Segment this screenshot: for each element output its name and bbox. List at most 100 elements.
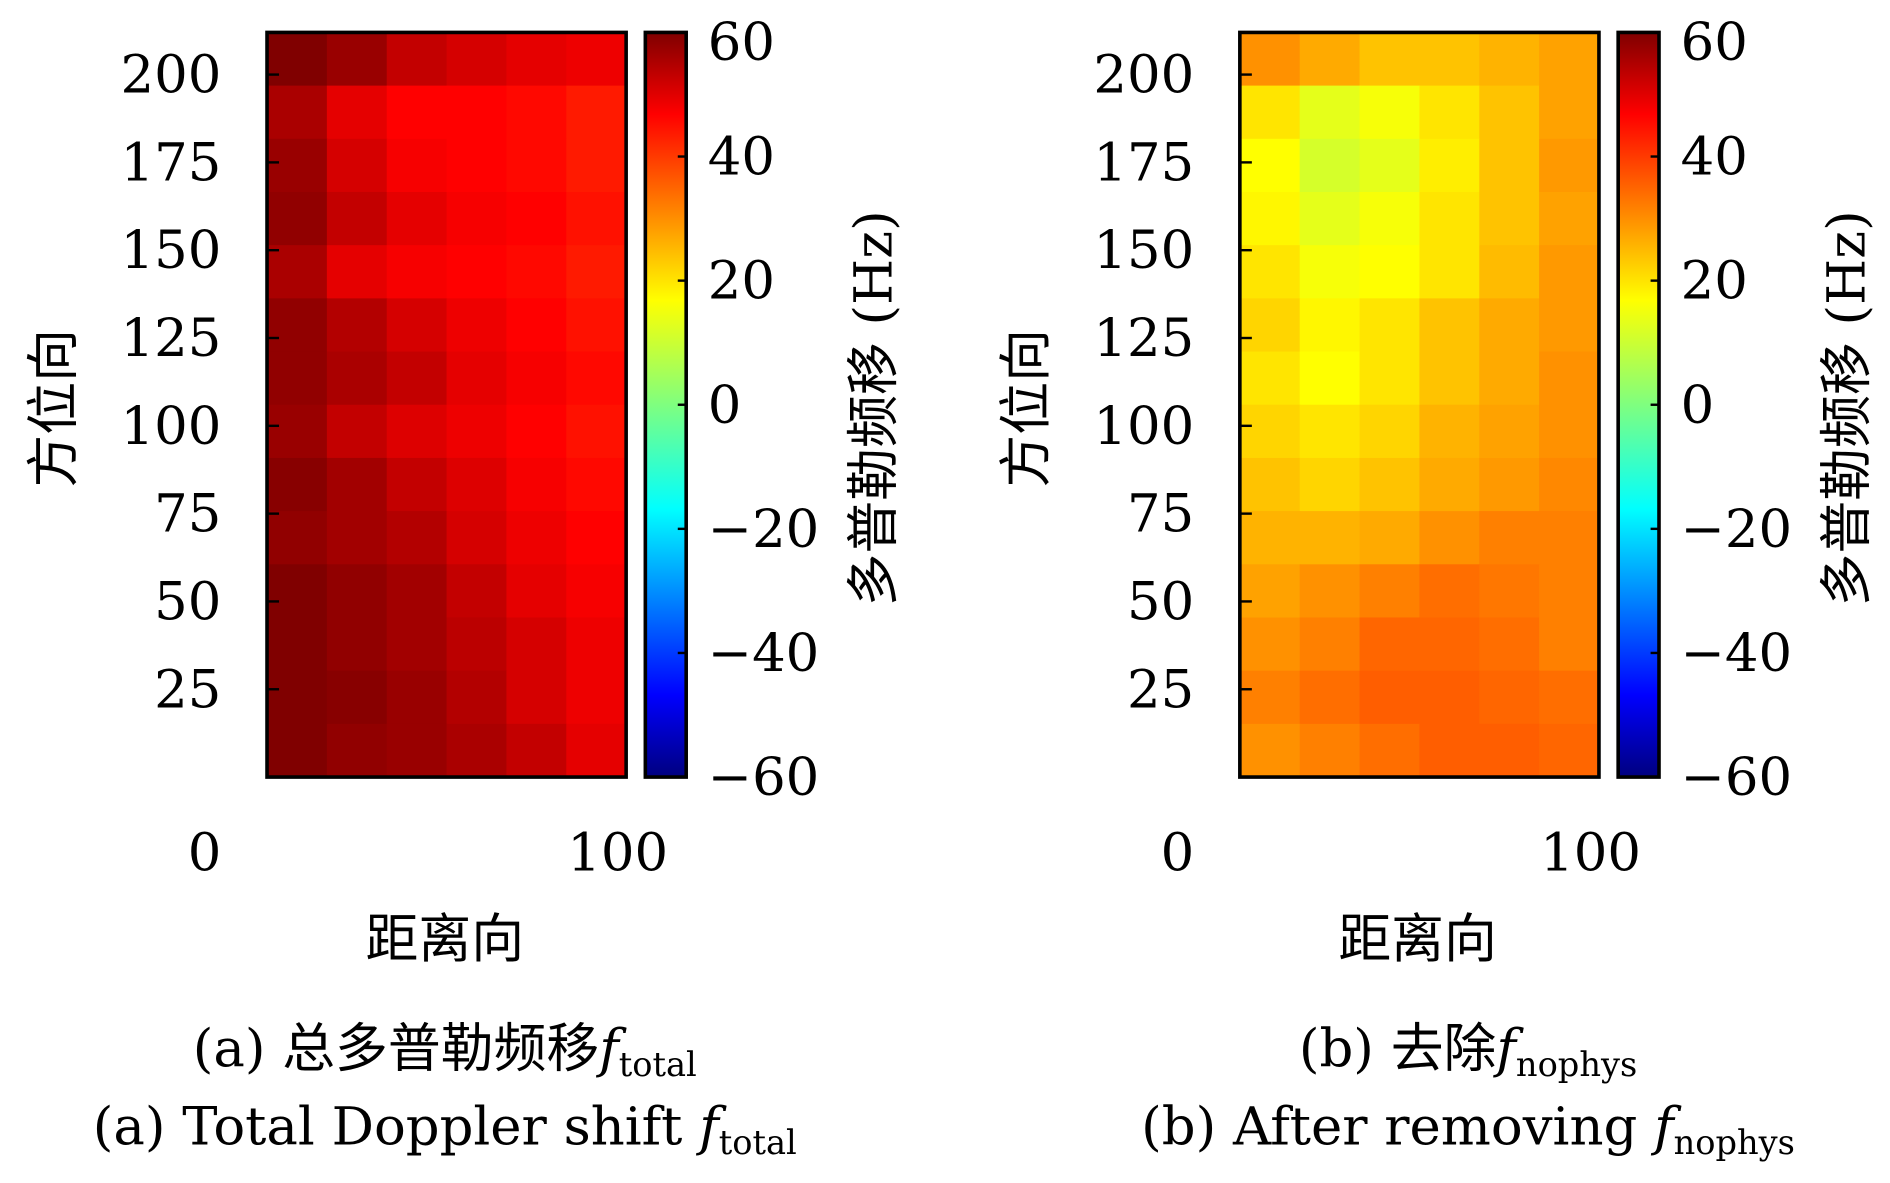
heatmap-cell (566, 404, 627, 459)
heatmap-cell (1299, 298, 1361, 353)
heatmap-cell (386, 85, 448, 140)
heatmap-cell (1299, 138, 1361, 193)
heatmap-cell (1539, 191, 1600, 246)
heatmap-cell (267, 351, 328, 406)
heatmap-cell (1419, 298, 1480, 353)
colorbar-tick-label: 20 (708, 251, 775, 312)
heatmap-cell (1539, 85, 1600, 140)
x-tick-label: 0 (188, 823, 222, 884)
heatmap-cell (1359, 404, 1421, 459)
heatmap-cell (326, 457, 388, 512)
heatmap-cell (386, 32, 448, 87)
colorbar-tick-label: −60 (1681, 747, 1793, 808)
plot-frame (1238, 30, 1601, 779)
heatmap-cell (386, 191, 448, 246)
heatmap-cell (506, 138, 568, 193)
heatmap-cell (566, 32, 627, 87)
heatmap-cell (1299, 85, 1361, 140)
y-tick-label: 125 (1093, 308, 1194, 369)
heatmap-cell (267, 404, 328, 459)
heatmap-cell (267, 191, 328, 246)
heatmap-cell (386, 564, 448, 619)
caption-en: (a) Total Doppler shift ftotal (93, 1097, 797, 1163)
heatmap-cell (1479, 298, 1540, 353)
heatmap-cell (1539, 298, 1600, 353)
heatmap-cell (1239, 511, 1301, 566)
heatmap-cell (566, 723, 627, 778)
colorbar-label: 多普勒频移 (Hz) (1816, 210, 1877, 606)
heatmap-cell (506, 723, 568, 778)
heatmap-cell (446, 298, 508, 353)
heatmap-cell (1479, 457, 1540, 512)
heatmap-cell (566, 245, 627, 300)
heatmap-cell (506, 245, 568, 300)
heatmap-cell (566, 511, 627, 566)
y-tick-label: 150 (121, 220, 222, 281)
heatmap-cell (1479, 32, 1540, 87)
caption-subscript: nophys (1516, 1045, 1637, 1084)
heatmap-cell (1299, 617, 1361, 672)
colorbar-tick-label: 20 (1681, 251, 1748, 312)
heatmap-cell (267, 723, 328, 778)
heatmap-cell (1299, 351, 1361, 406)
heatmap-cell (1419, 32, 1480, 87)
heatmap-cell (386, 457, 448, 512)
heatmap-cell (506, 617, 568, 672)
y-tick-label: 50 (154, 571, 221, 632)
heatmap-cell (1239, 245, 1301, 300)
y-tick-label: 50 (1127, 571, 1194, 632)
heatmap-cell (566, 617, 627, 672)
heatmap-cell (566, 564, 627, 619)
heatmap-cell (1419, 191, 1480, 246)
heatmap-cell (267, 85, 328, 140)
x-axis-label: 距离向 (1338, 909, 1496, 970)
heatmap-cell (1359, 723, 1421, 778)
heatmap-cell (326, 85, 388, 140)
heatmap-cell (1419, 723, 1480, 778)
heatmap-cell (1479, 511, 1540, 566)
y-axis-label: 方位向 (23, 329, 84, 487)
colorbar-tick-label: 60 (1681, 12, 1748, 73)
heatmap-cell (1299, 191, 1361, 246)
heatmap-cell (326, 723, 388, 778)
heatmap-cell (1539, 564, 1600, 619)
caption-subscript: nophys (1674, 1123, 1795, 1162)
heatmap-cell (326, 245, 388, 300)
heatmap-cell (446, 564, 508, 619)
caption-en-text: (b) After removing (1141, 1097, 1654, 1158)
heatmap-cell (446, 457, 508, 512)
heatmap-cell (1479, 723, 1540, 778)
heatmap-cell (1299, 404, 1361, 459)
colorbar-tick-label: −20 (1681, 499, 1793, 560)
heatmap-cell (267, 245, 328, 300)
heatmap-cell (1479, 617, 1540, 672)
y-tick-label: 200 (1093, 45, 1194, 106)
heatmap-cell (506, 564, 568, 619)
heatmap-cell (506, 404, 568, 459)
heatmap-cell (446, 723, 508, 778)
heatmap-cell (446, 511, 508, 566)
heatmap-cell (1359, 191, 1421, 246)
colorbar-tick-label: 0 (1681, 375, 1715, 436)
y-tick-label: 100 (121, 396, 222, 457)
heatmap-cell (386, 351, 448, 406)
heatmap-cell (1359, 457, 1421, 512)
y-tick-label: 175 (1093, 132, 1194, 193)
heatmap-cell (1419, 670, 1480, 725)
heatmap-cell (1239, 670, 1301, 725)
y-tick-label: 150 (1093, 220, 1194, 281)
heatmap-cell (1359, 511, 1421, 566)
heatmap-cell (1479, 191, 1540, 246)
heatmap-cell (267, 511, 328, 566)
heatmap-cell (267, 564, 328, 619)
heatmap-cell (267, 138, 328, 193)
heatmap-cell (1539, 511, 1600, 566)
caption-en: (b) After removing fnophys (1141, 1097, 1795, 1163)
heatmap-cell (386, 138, 448, 193)
heatmap-cell (1239, 404, 1301, 459)
heatmap-cell (566, 138, 627, 193)
y-tick-label: 25 (154, 659, 221, 720)
heatmap-cell (1479, 670, 1540, 725)
heatmap-cell (326, 564, 388, 619)
